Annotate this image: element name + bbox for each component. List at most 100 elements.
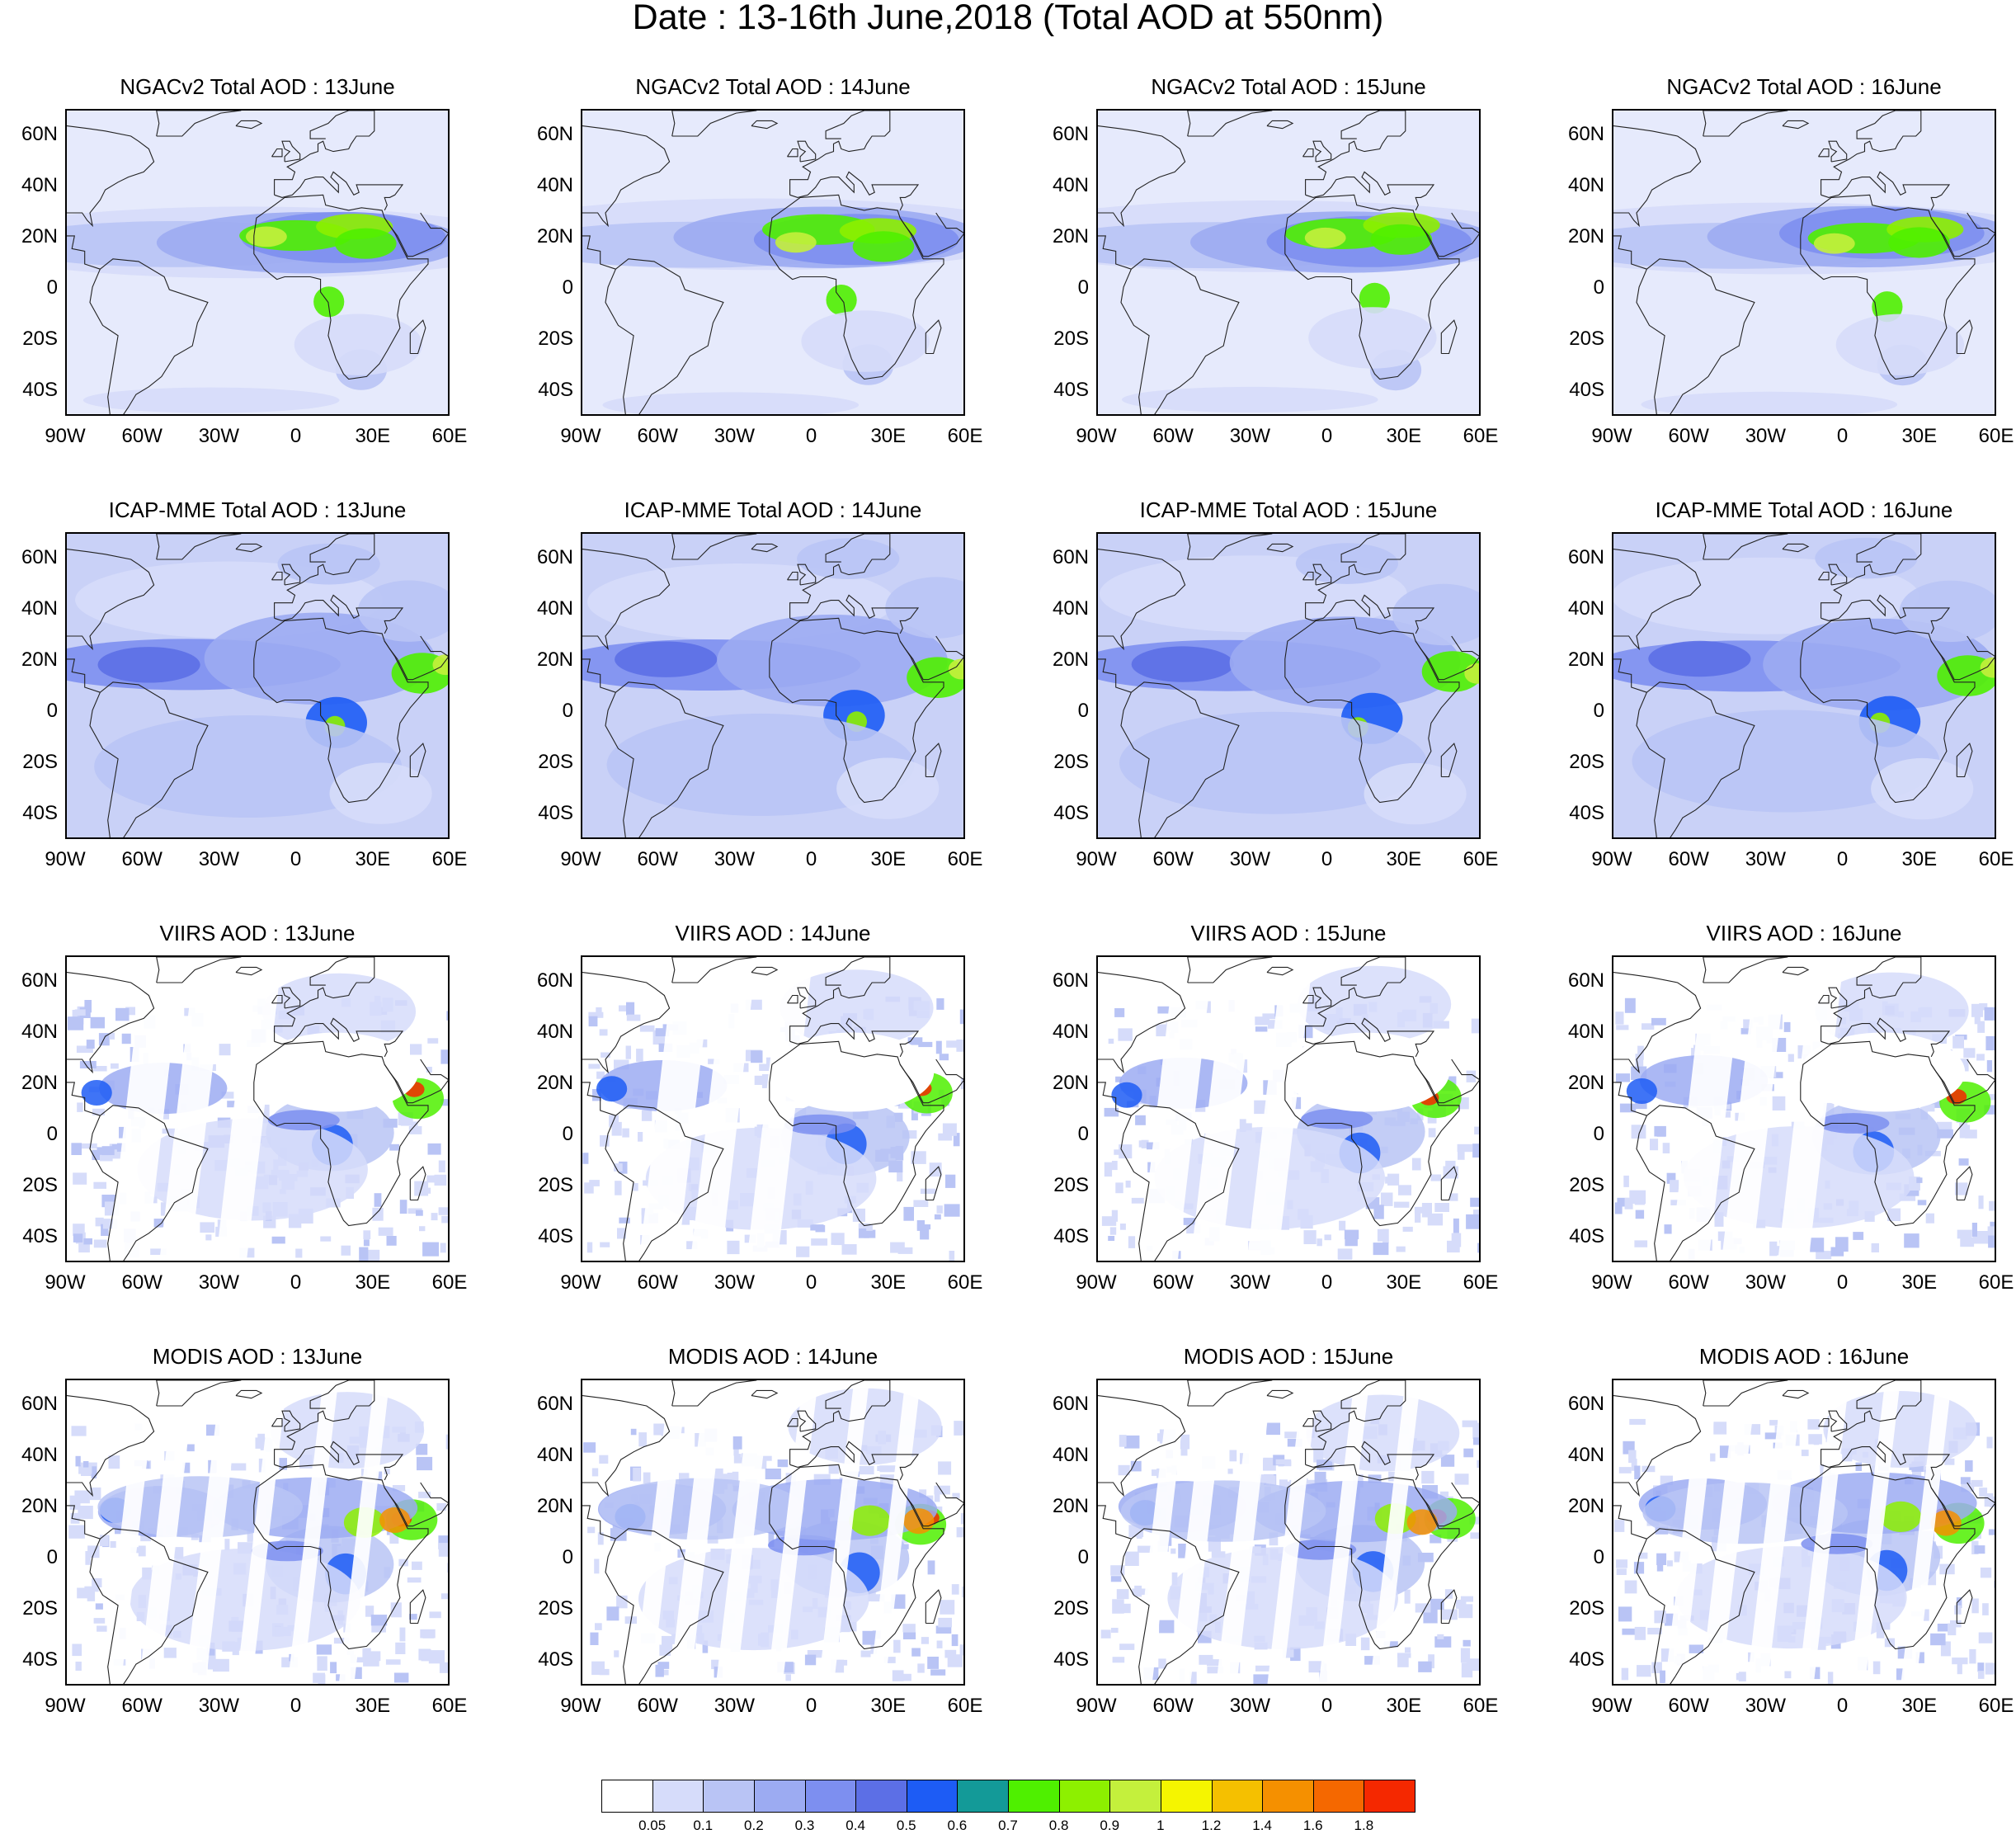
latitude-tick-label: 40S [1569,1648,1604,1671]
coastline [899,635,963,681]
longitude-tick-label: 90W [1076,848,1117,870]
aod-retrieval-pixel [1396,1246,1406,1252]
aod-retrieval-pixel [611,1121,622,1136]
aod-retrieval-pixel [393,1672,409,1683]
satellite-swath-gap [670,1380,726,1684]
aod-retrieval-pixel [205,1234,212,1241]
aod-retrieval-pixel [101,1224,109,1236]
aod-retrieval-pixel [583,1442,596,1453]
aod-retrieval-pixel [341,1245,351,1256]
aod-retrieval-pixel [426,1067,432,1073]
longitude-tick-label: 90W [560,425,601,447]
coastline [1828,987,1848,1009]
coastline [1800,194,1976,380]
aod-retrieval-pixel [599,1029,608,1036]
latitude-tick-label: 60N [1567,969,1604,992]
aod-retrieval-pixel [727,1473,735,1484]
aod-plume [596,1076,628,1102]
satellite-swath-gap [215,957,282,1261]
aod-retrieval-pixel [927,1560,935,1575]
aod-retrieval-pixel [78,1465,92,1474]
panel-title: VIIRS AOD : 13June [159,921,356,945]
latitude-tick-label: 40N [536,597,573,620]
aod-plume [1632,710,1940,813]
coastline [797,140,817,163]
aod-retrieval-pixel [1152,1469,1162,1476]
aod-retrieval-pixel [418,1492,431,1498]
coastline [1098,1505,1132,1540]
longitude-tick-label: 60W [1668,1271,1709,1294]
aod-retrieval-pixel [1262,1013,1278,1020]
aod-retrieval-pixel [951,1584,959,1595]
aod-retrieval-pixel [1183,1218,1198,1225]
aod-retrieval-pixel [295,1248,303,1258]
aod-retrieval-pixel [1656,1563,1664,1572]
longitude-tick-label: 90W [1591,1271,1632,1294]
aod-retrieval-pixel [902,1632,916,1639]
aod-map [67,957,448,1261]
aod-retrieval-pixel [1466,1214,1479,1229]
map-plot-area [1612,955,1996,1262]
aod-map [582,957,963,1261]
aod-plume [775,232,817,253]
aod-plume [294,314,423,375]
colorbar-tick-label: 1.4 [1252,1818,1272,1833]
aod-retrieval-pixel [1397,1654,1409,1667]
aod-retrieval-pixel [1656,1553,1667,1565]
aod-retrieval-pixel [619,1217,630,1224]
panel-title: NGACv2 Total AOD : 16June [1666,74,1942,99]
map-panel: NGACv2 Total AOD : 13June 60N 40N 20N 0 20S 40… [0,74,516,499]
coastline [605,681,724,837]
coastline [1703,957,1788,983]
aod-retrieval-pixel [84,1000,92,1013]
aod-retrieval-pixel [1125,1181,1131,1188]
aod-retrieval-pixel [219,1044,231,1056]
longitude-tick-label: 60E [947,848,983,870]
longitude-tick-label: 30E [355,848,391,870]
coastline [1821,1441,1951,1481]
aod-plume [1297,965,1452,1043]
aod-retrieval-pixel [93,1618,106,1624]
aod-retrieval-pixel [893,1639,901,1653]
latitude-tick-label: 40N [1052,1021,1089,1043]
aod-retrieval-pixel [440,1593,448,1600]
coastline [1305,111,1406,196]
colorbar-box [601,1780,653,1813]
latitude-tick-label: 20S [1569,1597,1604,1620]
panel-title: ICAP-MME Total AOD : 13June [108,497,407,522]
aod-retrieval-pixel [271,1236,285,1244]
latitude-tick-label: 40N [536,174,573,196]
aod-retrieval-pixel [1415,1208,1421,1223]
aod-retrieval-pixel [1474,1126,1479,1135]
aod-retrieval-pixel [1279,1479,1288,1489]
aod-retrieval-pixel [1118,1028,1133,1041]
latitude-tick-label: 40S [22,1648,58,1671]
aod-retrieval-pixel [956,1040,963,1052]
satellite-swath-gap [185,1380,242,1684]
aod-map [582,1380,963,1684]
longitude-tick-label: 0 [1321,425,1333,447]
aod-retrieval-pixel [1411,1158,1421,1171]
aod-retrieval-pixel [1917,1200,1927,1205]
aod-retrieval-pixel [390,1602,402,1618]
aod-retrieval-pixel [100,1154,113,1162]
aod-retrieval-pixel [257,1433,265,1441]
aod-retrieval-pixel [1979,1488,1988,1497]
aod-retrieval-pixel [1135,1115,1146,1125]
aod-retrieval-pixel [954,1421,963,1436]
longitude-tick-label: 90W [1591,848,1632,870]
coastline [1440,1589,1458,1624]
aod-retrieval-pixel [1957,1663,1962,1675]
aod-plume [1937,655,1995,696]
colorbar-box [1160,1780,1213,1813]
aod-retrieval-pixel [1984,1493,1994,1507]
aod-retrieval-pixel [1960,1477,1971,1484]
aod-retrieval-pixel [1743,1019,1753,1029]
aod-plume [1305,1394,1460,1472]
aod-retrieval-pixel [1308,1661,1325,1673]
aod-retrieval-pixel [1977,1021,1985,1033]
aod-plume [1648,640,1751,677]
aod-retrieval-pixel [1810,1238,1825,1252]
aod-retrieval-pixel [1189,1672,1197,1684]
aod-retrieval-pixel [959,1009,963,1025]
